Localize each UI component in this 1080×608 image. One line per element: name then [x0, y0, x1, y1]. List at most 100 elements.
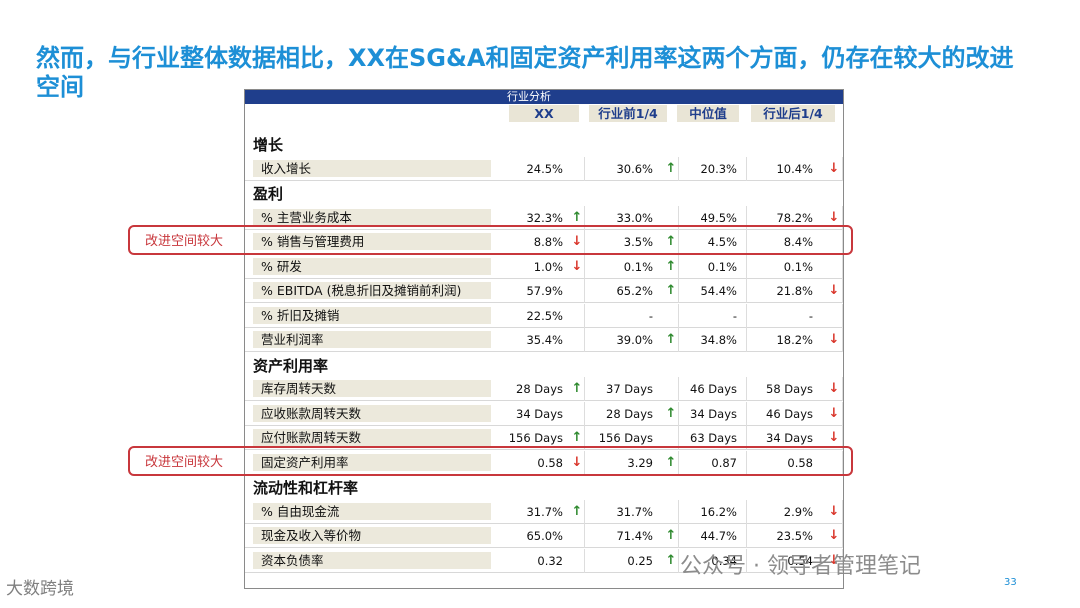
- cell-value: 34.8%: [700, 333, 737, 347]
- arrow-up-icon: ↑: [571, 503, 583, 519]
- row-label: 固定资产利用率: [261, 454, 349, 470]
- table-band-label: 行业分析: [507, 90, 551, 103]
- section-label: 增长: [253, 136, 284, 154]
- cell-value: 33.0%: [616, 210, 653, 225]
- table-row: % 研发 1.0% ↓ 0.1% ↑ 0.1% 0.1%: [245, 254, 843, 279]
- cell-divider: [679, 401, 747, 426]
- row-label: 库存周转天数: [261, 381, 337, 396]
- cell-value: 22.5%: [526, 308, 563, 323]
- cell-value: 0.58: [787, 455, 813, 470]
- cell-divider: [747, 254, 843, 279]
- label-background: [253, 527, 491, 544]
- table-row: 资本负债率 0.32 0.25 ↑ 0.34 0.54 ↓: [245, 548, 843, 573]
- arrow-up-icon: ↑: [665, 454, 677, 470]
- cell-divider: [507, 377, 585, 401]
- cell-divider: [679, 524, 747, 548]
- label-background: [253, 159, 491, 177]
- arrow-up-icon: ↑: [571, 430, 583, 445]
- industry-analysis-table: 行业分析 XX 行业前1/4 中位值 行业后1/4 增长 收入增长 24.5% 30.…: [244, 89, 844, 589]
- label-background: [253, 306, 491, 324]
- cell-value: 28 Days: [516, 382, 563, 396]
- arrow-down-icon: ↓: [828, 160, 840, 176]
- row-label: 应收账款周转天数: [261, 405, 362, 421]
- label-background: [253, 551, 491, 569]
- cell-divider: [747, 401, 843, 426]
- table-row: 收入增长 24.5% 30.6% ↑ 20.3% 10.4% ↓: [245, 156, 843, 181]
- cell-divider: [585, 254, 679, 279]
- cell-value: 54.4%: [700, 284, 737, 298]
- section-row: 盈利: [245, 181, 843, 205]
- cell-divider: [679, 205, 747, 230]
- cell-divider: [507, 156, 585, 181]
- arrow-up-icon: ↑: [665, 234, 677, 249]
- highlight-box: [128, 445, 853, 476]
- arrow-down-icon: ↓: [828, 381, 840, 396]
- arrow-down-icon: ↓: [571, 258, 583, 274]
- table-row: 应收账款周转天数 34 Days 28 Days ↑ 34 Days 46 Days ↓: [245, 401, 843, 426]
- arrow-down-icon: ↓: [571, 234, 583, 249]
- table-row: 营业利润率 35.4% 39.0% ↑ 34.8% 18.2% ↓: [245, 328, 843, 352]
- cell-value: 0.34: [711, 553, 737, 568]
- cell-value: 0.25: [627, 553, 653, 568]
- cell-value: 28 Days: [606, 406, 653, 421]
- cell-divider: [585, 524, 679, 548]
- row-label: % EBITDA (税息折旧及摊销前利润): [261, 283, 462, 298]
- cell-value: 8.4%: [783, 235, 813, 249]
- section-label: 资产利用率: [253, 356, 329, 375]
- label-background: [253, 453, 491, 471]
- table-row: 库存周转天数 28 Days ↑ 37 Days 46 Days 58 Days ↓: [245, 377, 843, 401]
- cell-value: 58 Days: [766, 382, 813, 396]
- cell-divider: [679, 254, 747, 279]
- label-background: [253, 208, 491, 226]
- cell-value: 31.7%: [616, 504, 653, 519]
- cell-divider: [507, 401, 585, 426]
- row-label: % 折旧及摊销: [261, 307, 340, 323]
- cell-divider: [507, 328, 585, 352]
- cell-divider: [679, 230, 747, 254]
- label-background: [253, 380, 491, 397]
- arrow-up-icon: ↑: [665, 283, 677, 298]
- cell-divider: [679, 499, 747, 524]
- section-label: 流动性和杠杆率: [253, 479, 359, 497]
- label-background: [253, 282, 491, 299]
- cell-value: -: [808, 308, 813, 323]
- cell-divider: [747, 426, 843, 450]
- table-row: % 折旧及摊销 22.5% - - -: [245, 303, 843, 328]
- row-label: % 销售与管理费用: [261, 234, 365, 249]
- row-label: 现金及收入等价物: [261, 528, 362, 543]
- watermark-right: 公众号 · 领导者管理笔记: [680, 554, 921, 579]
- cell-divider: [585, 401, 679, 426]
- cell-value: 2.9%: [783, 504, 813, 519]
- cell-value: 57.9%: [526, 284, 563, 298]
- cell-value: 8.8%: [533, 235, 563, 249]
- cell-divider: [585, 205, 679, 230]
- cell-divider: [585, 156, 679, 181]
- cell-value: 24.5%: [526, 161, 563, 176]
- table-band: 行业分析: [245, 90, 843, 104]
- cell-value: 34 Days: [690, 406, 737, 421]
- cell-value: 0.1%: [783, 259, 813, 274]
- cell-divider: [585, 328, 679, 352]
- arrow-down-icon: ↓: [828, 283, 840, 298]
- cell-value: 31.7%: [526, 504, 563, 519]
- highlight-box: [128, 225, 853, 255]
- cell-value: 46 Days: [766, 406, 813, 421]
- label-background: [253, 331, 491, 348]
- row-label: 应付账款周转天数: [261, 430, 362, 445]
- cell-value: 30.6%: [616, 161, 653, 176]
- cell-divider: [679, 328, 747, 352]
- arrow-down-icon: ↓: [828, 405, 840, 421]
- highlight-label: 改进空间较大: [145, 454, 224, 470]
- arrow-up-icon: ↑: [571, 209, 583, 225]
- cell-value: 34 Days: [516, 406, 563, 421]
- cell-value: 39.0%: [616, 333, 653, 347]
- cell-divider: [679, 377, 747, 401]
- row-label: 营业利润率: [261, 332, 324, 347]
- arrow-up-icon: ↑: [571, 381, 583, 396]
- column-header-bottom-quartile: 行业后1/4: [751, 105, 835, 122]
- page-title: 然而，与行业整体数据相比，XX在SG&A和固定资产利用率这两个方面，仍存在较大的…: [36, 44, 1014, 101]
- cell-divider: [747, 279, 843, 303]
- cell-value: 0.1%: [707, 259, 737, 274]
- arrow-up-icon: ↑: [665, 332, 677, 347]
- cell-value: 32.3%: [526, 210, 563, 225]
